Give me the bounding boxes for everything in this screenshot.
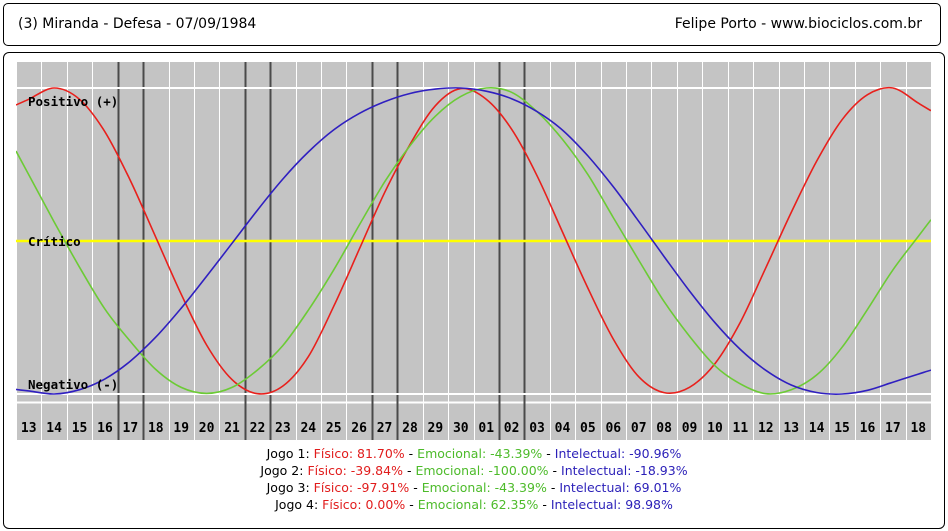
x-tick-label: 07 [631,421,647,436]
x-tick-label: 23 [275,421,291,436]
legend-fisico: Físico: 0.00% [322,497,406,512]
x-tick-label: 27 [377,421,393,436]
reference-label: Positivo (+) [28,94,118,109]
x-tick-label: 13 [21,421,37,436]
legend-emocional: Emocional: -43.39% [421,480,547,495]
x-tick-label: 03 [529,421,545,436]
x-tick-label: 16 [97,421,113,436]
x-tick-label: 14 [809,421,825,436]
series-intelectual-line [16,87,931,395]
x-tick-label: 09 [682,421,698,436]
legend-fisico: Físico: 81.70% [313,446,405,461]
legend-jogo-label: Jogo 4: [275,497,319,512]
legend-intelectual: Intelectual: 69.01% [559,480,682,495]
header-box: (3) Miranda - Defesa - 07/09/1984 Felipe… [3,3,941,46]
legend-separator: - [409,497,414,512]
series-lines [16,86,931,395]
legend-fisico: Físico: -97.91% [313,480,410,495]
biorhythm-chart: Positivo (+) Crítico Negativo (-) 13 14 15 16… [16,62,931,440]
x-tick-label: 11 [733,421,749,436]
legend-fisico: Físico: -39.84% [307,463,403,478]
legend-separator: - [408,446,414,461]
x-tick-label: 20 [199,421,215,436]
game-markers [117,62,526,440]
x-tick-label: 26 [351,421,367,436]
legend-row-3: Jogo 3: Físico: -97.91% - Emocional: -43… [0,479,948,496]
legend-separator: - [413,480,418,495]
x-tick-label: 10 [707,421,723,436]
legend-intelectual: Intelectual: -18.93% [561,463,688,478]
legend-emocional: Emocional: -100.00% [415,463,549,478]
legend-separator: - [546,446,551,461]
x-tick-label: 24 [300,421,316,436]
legend-separator: - [552,463,558,478]
x-tick-label: 01 [478,421,494,436]
plot-background [16,62,931,440]
legend-intelectual: Intelectual: 98.98% [550,497,673,512]
x-tick-label: 02 [504,421,520,436]
x-tick-label: 25 [326,421,342,436]
x-tick-label: 21 [224,421,240,436]
reference-label: Negativo (-) [28,377,118,392]
x-tick-label: 15 [72,421,88,436]
x-tick-label: 29 [428,421,444,436]
x-tick-labels: 13 14 15 16 17 18 19 20 21 22 23 24 25 26 27 28 29 30 01 02… [21,421,926,436]
x-tick-label: 17 [885,421,901,436]
legend-intelectual: Intelectual: -90.96% [554,446,682,461]
x-tick-label: 13 [783,421,799,436]
legend-emocional: Emocional: -43.39% [417,446,543,461]
x-tick-label: 14 [46,421,62,436]
x-tick-label: 17 [123,421,139,436]
x-tick-label: 06 [605,421,621,436]
reference-label: Crítico [28,234,81,249]
x-tick-label: 05 [580,421,596,436]
legend-jogo-label: Jogo 3: [266,480,310,495]
legend-separator: - [542,497,547,512]
x-tick-label: 28 [402,421,418,436]
tick-band [16,402,931,440]
x-tick-label: 18 [910,421,926,436]
x-tick-label: 08 [656,421,672,436]
header-title: (3) Miranda - Defesa - 07/09/1984 [18,16,257,32]
series-emocional-line [16,87,931,395]
x-tick-label: 16 [860,421,876,436]
x-tick-label: 22 [250,421,266,436]
legend: Jogo 1: Físico: 81.70% - Emocional: -43.… [0,445,948,513]
legend-jogo-label: Jogo 1: [266,446,310,461]
header-site: Felipe Porto - www.biociclos.com.br [674,16,922,32]
legend-row-1: Jogo 1: Físico: 81.70% - Emocional: -43.… [0,445,948,462]
legend-row-2: Jogo 2: Físico: -39.84% - Emocional: -10… [0,462,948,479]
legend-emocional: Emocional: 62.35% [417,497,539,512]
legend-jogo-label: Jogo 2: [260,463,304,478]
x-tick-label: 19 [173,421,189,436]
reference-labels: Positivo (+) Crítico Negativo (-) [28,94,118,392]
x-tick-label: 04 [555,421,571,436]
x-tick-label: 15 [834,421,850,436]
x-tick-label: 30 [453,421,469,436]
legend-row-4: Jogo 4: Físico: 0.00% - Emocional: 62.35… [0,496,948,513]
legend-separator: - [406,463,412,478]
legend-separator: - [550,480,556,495]
x-tick-label: 18 [148,421,164,436]
x-tick-label: 12 [758,421,774,436]
